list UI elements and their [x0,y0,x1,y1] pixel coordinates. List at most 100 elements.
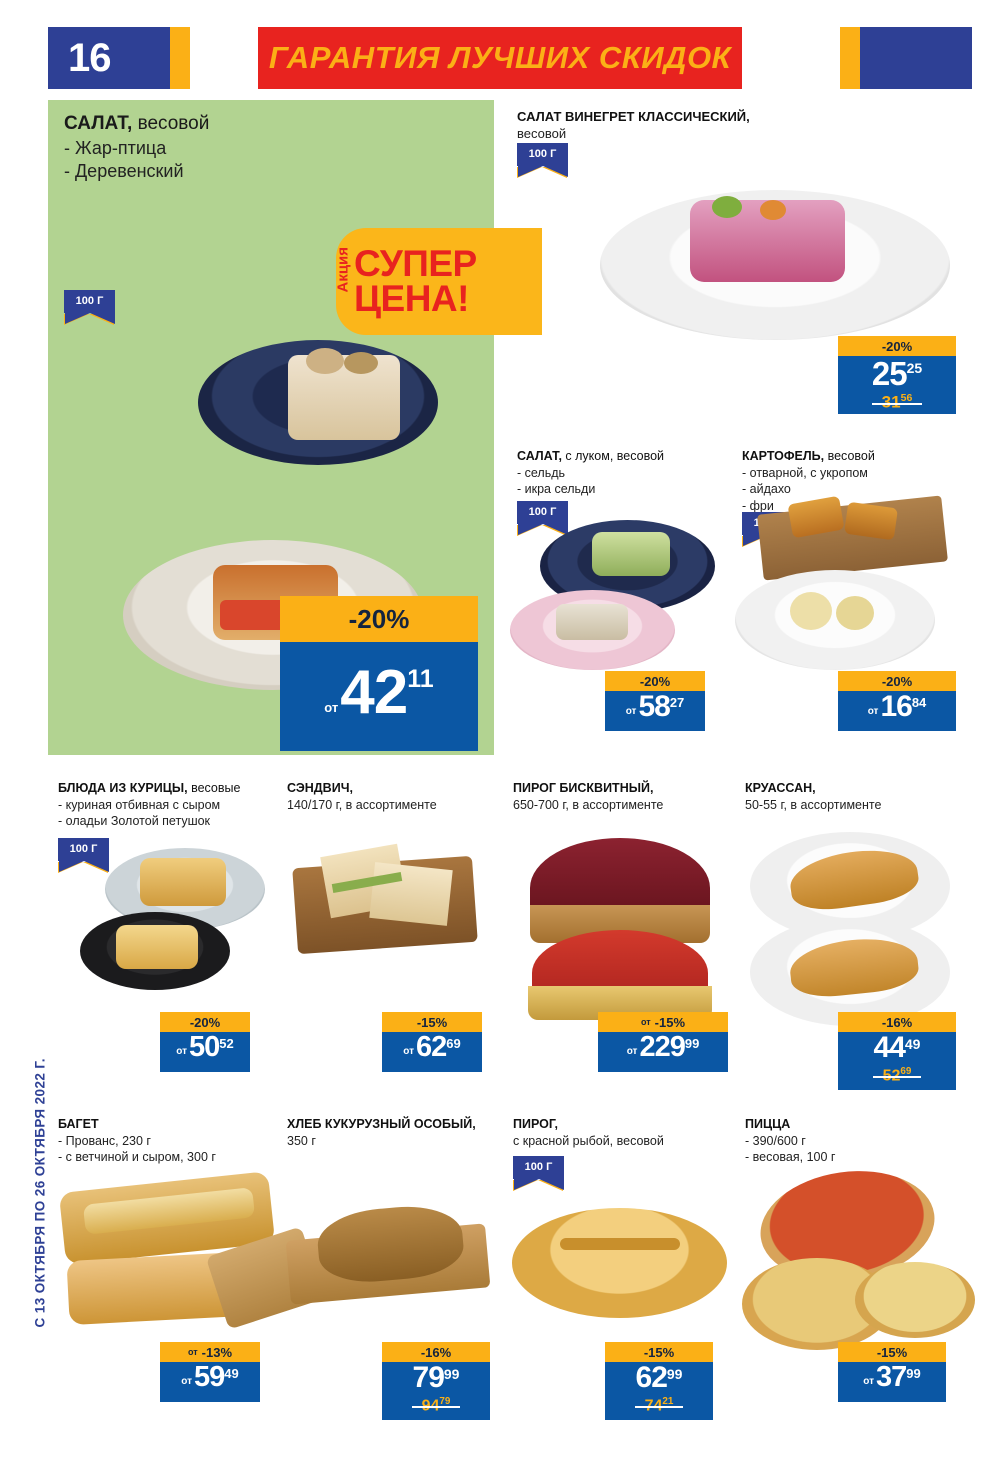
price-kop-hero: 11 [407,665,434,693]
validity-date: С 13 ОКТЯБРЯ ПО 26 ОКТЯБРЯ 2022 Г. [32,1058,48,1328]
product-line-0: - сельдь [517,465,566,480]
sticker-line-2: ЦЕНА! [354,277,469,319]
price-kop-hleb-kukuruznyy: 99 [443,1366,460,1382]
weight-badge-pirog-s-ryboy: 100 Г [513,1156,564,1191]
price-rub-vinegret: 25 [871,355,908,392]
price-kop-blyuda-iz-kuritsy: 52 [219,1036,234,1051]
price-kop-sandvich: 69 [446,1036,461,1051]
weight-badge-blyuda-iz-kuritsy: 100 Г [58,838,109,873]
discount-value: -13% [201,1344,233,1360]
price-block-blyuda-iz-kuritsy[interactable]: -20% от 50 52 [160,1012,250,1072]
old-price-rub: 31 [881,392,901,412]
product-line-1: - оладьи Золотой петушок [58,814,211,828]
page-number: 16 [68,36,111,80]
product-name-rest: с луком, весовой [561,449,665,463]
product-name-vinegret: САЛАТ ВИНЕГРЕТ КЛАССИЧЕСКИЙ, [517,109,750,124]
price-kop-pirog-s-ryboy: 99 [666,1366,683,1382]
product-line-2: - фри [742,498,774,513]
discount-badge-blyuda-iz-kuritsy: -20% [160,1012,250,1032]
product-name-rest: весовые [187,781,241,795]
page-number-stripe [170,27,190,89]
price-block-vinegret[interactable]: -20% 25 25 3156 [838,336,956,414]
product-line-0: - Прованс, 230 г [58,1133,151,1148]
product-line-1: - с ветчиной и сыром, 300 г [58,1150,216,1164]
sticker-akciya-text: Акция [334,246,352,293]
old-price-kop: 21 [662,1396,674,1407]
price-block-kartofel[interactable]: -20% от 16 84 [838,671,956,731]
price-rub-blyuda-iz-kuritsy: 50 [189,1031,220,1063]
discount-badge-vinegret: -20% [838,336,956,356]
product-line-1: - весовая, 100 г [745,1150,836,1164]
discount-badge-pizza: -15% [838,1342,946,1362]
product-line-0: 50-55 г, в ассортименте [745,797,882,812]
hero-line-2: - Деревенский [64,161,184,182]
product-title-pirog-s-ryboy: ПИРОГ, с красной рыбой, весовой [513,1116,733,1149]
old-price-vinegret: 3156 [838,392,956,413]
old-price-kop: 79 [439,1396,451,1407]
hero-promo-panel[interactable]: САЛАТ, весовой - Жар-птица - Деревенский… [48,100,542,755]
price-block-hero[interactable]: -20% от 42 11 [280,596,478,751]
weight-badge-vinegret: 100 Г [517,143,568,178]
product-name-rest: весовой [824,449,875,463]
product-name-hleb-kukuruznyy: ХЛЕБ КУКУРУЗНЫЙ ОСОБЫЙ, [287,1117,476,1131]
price-block-pirog-s-ryboy[interactable]: -15% 62 99 7421 [605,1342,713,1420]
price-block-pizza[interactable]: -15% от 37 99 [838,1342,946,1402]
weight-badge-hero: 100 Г [64,290,115,325]
product-title-pirog-biskvitnyy: ПИРОГ БИСКВИТНЫЙ, 650-700 г, в ассортиме… [513,780,728,813]
price-rub-hero: 42 [340,658,408,727]
product-name-kartofel: КАРТОФЕЛЬ, [742,449,825,463]
price-rub-kruassan: 44 [873,1031,906,1064]
price-rub-sandvich: 62 [416,1031,447,1063]
product-name-pirog-biskvitnyy: ПИРОГ БИСКВИТНЫЙ, [513,781,654,795]
header-right-stripe [840,27,860,89]
discount-badge-kruassan: -16% [838,1012,956,1032]
product-line-0: - куриная отбивная с сыром [58,797,221,812]
product-line-0: - отварной, с укропом [742,465,868,480]
price-prefix: от [181,1375,193,1387]
discount-badge-baget: от -13% [160,1342,260,1362]
product-line-1: - икра сельди [517,482,596,496]
product-name-baget: БАГЕТ [58,1117,99,1131]
price-block-hleb-kukuruznyy[interactable]: -16% 79 99 9479 [382,1342,490,1420]
price-block-sandvich[interactable]: -15% от 62 69 [382,1012,482,1072]
product-title-baget: БАГЕТ - Прованс, 230 г - с ветчиной и сы… [58,1116,288,1166]
price-kop-baget: 49 [224,1366,239,1381]
old-price-rub: 94 [421,1397,440,1415]
price-kop-pirog-biskvitnyy: 99 [684,1036,700,1051]
price-rub-salat-s-lukom: 58 [638,690,670,723]
price-block-kruassan[interactable]: -16% 44 49 5269 [838,1012,956,1090]
price-prefix: от [626,1045,638,1057]
price-block-salat-s-lukom[interactable]: -20% от 58 27 [605,671,705,731]
price-block-baget[interactable]: от -13% от 59 49 [160,1342,260,1402]
product-line-0: 350 г [287,1133,316,1148]
price-block-pirog-biskvitnyy[interactable]: от -15% от 229 99 [598,1012,728,1072]
old-price-kop: 69 [900,1066,912,1077]
discount-badge-pirog-s-ryboy: -15% [605,1342,713,1362]
hero-title: САЛАТ, весовой - Жар-птица - Деревенский [64,112,344,183]
weight-badge-label: 100 Г [517,501,568,524]
promo-banner-text: ГАРАНТИЯ ЛУЧШИХ СКИДОК [268,40,732,75]
product-line-0: - 390/600 г [745,1133,806,1148]
product-name-kruassan: КРУАССАН, [745,781,816,795]
weight-badge-label: 100 Г [513,1156,564,1179]
discount-prefix: от [187,1347,198,1357]
product-name-pirog-s-ryboy: ПИРОГ, [513,1117,559,1131]
discount-badge-salat-s-lukom: -20% [605,671,705,691]
price-kop-pizza: 99 [906,1366,921,1381]
old-price-rub: 52 [882,1067,901,1085]
product-name-salat-s-lukom: САЛАТ, [517,449,562,463]
price-prefix: от [625,705,637,717]
price-rub-pirog-biskvitnyy: 229 [639,1031,685,1063]
header-right-box [860,27,972,89]
product-name-sandvich: СЭНДВИЧ, [287,781,353,795]
product-title-kartofel: КАРТОФЕЛЬ, весовой - отварной, с укропом… [742,448,957,514]
discount-badge-hleb-kukuruznyy: -16% [382,1342,490,1362]
price-rub-pizza: 37 [876,1361,907,1393]
promo-banner: ГАРАНТИЯ ЛУЧШИХ СКИДОК [258,27,742,89]
product-title-vinegret: САЛАТ ВИНЕГРЕТ КЛАССИЧЕСКИЙ, весовой [517,108,817,142]
discount-value: -15% [654,1014,686,1030]
product-line-vinegret-0: весовой [517,126,567,142]
product-title-kruassan: КРУАССАН, 50-55 г, в ассортименте [745,780,960,813]
hero-line-1: - Жар-птица [64,137,167,158]
